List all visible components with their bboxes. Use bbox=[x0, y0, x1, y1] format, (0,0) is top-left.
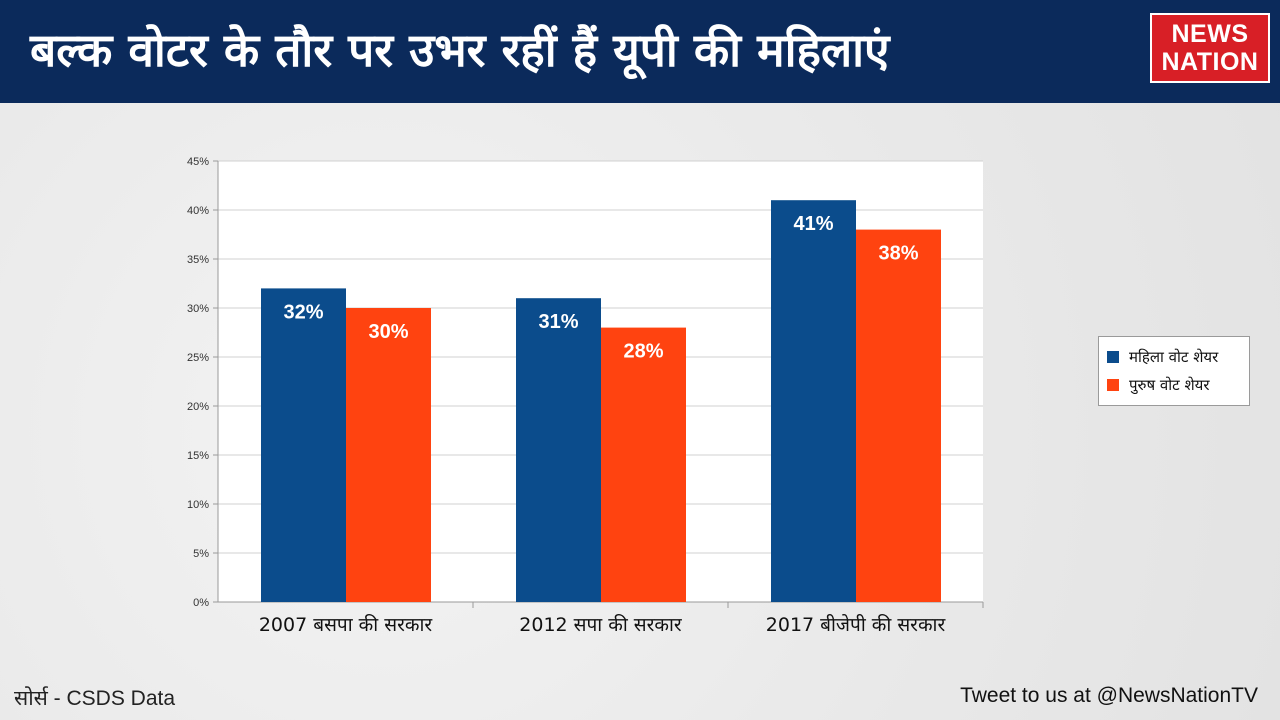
y-tick-label: 5% bbox=[193, 548, 209, 560]
y-tick-label: 45% bbox=[187, 156, 209, 168]
category-label: 2017 बीजेपी की सरकार bbox=[766, 613, 947, 636]
y-tick-label: 40% bbox=[187, 205, 209, 217]
legend-item-women: महिला वोट शेयर bbox=[1107, 343, 1241, 371]
y-tick-label: 25% bbox=[187, 352, 209, 364]
headline: बल्क वोटर के तौर पर उभर रहीं हैं यूपी की… bbox=[30, 23, 890, 77]
logo-line-nation: NATION bbox=[1161, 48, 1259, 76]
bar-men-2 bbox=[856, 229, 941, 602]
news-nation-logo: NEWS NATION bbox=[1150, 13, 1270, 83]
y-tick-label: 30% bbox=[187, 303, 209, 315]
bar-value-label: 41% bbox=[793, 213, 833, 235]
legend-swatch-men bbox=[1107, 379, 1119, 391]
legend-item-men: पुरुष वोट शेयर bbox=[1107, 371, 1241, 399]
category-label: 2007 बसपा की सरकार bbox=[259, 613, 434, 636]
header-band: बल्क वोटर के तौर पर उभर रहीं हैं यूपी की… bbox=[0, 0, 1280, 103]
tweet-handle: Tweet to us at @NewsNationTV bbox=[960, 684, 1258, 707]
category-label: 2012 सपा की सरकार bbox=[519, 613, 683, 636]
bar-value-label: 30% bbox=[368, 321, 408, 343]
y-tick-label: 10% bbox=[187, 499, 209, 511]
bar-women-1 bbox=[516, 298, 601, 602]
legend: महिला वोट शेयर पुरुष वोट शेयर bbox=[1098, 336, 1250, 406]
bar-men-0 bbox=[346, 308, 431, 602]
y-tick-label: 35% bbox=[187, 254, 209, 266]
legend-label-women: महिला वोट शेयर bbox=[1129, 348, 1219, 366]
bar-value-label: 31% bbox=[538, 311, 578, 333]
y-tick-label: 0% bbox=[193, 597, 209, 609]
chart-area: 0% 5% 10% 15% 20% 25% 30% 35% 40% 45% 32% 30% 2007 ब… bbox=[170, 150, 1000, 640]
y-tick-label: 20% bbox=[187, 401, 209, 413]
bar-value-label: 32% bbox=[283, 301, 323, 323]
source-note: सोर्स - CSDS Data bbox=[14, 687, 176, 710]
legend-swatch-women bbox=[1107, 351, 1119, 363]
bar-value-label: 28% bbox=[623, 341, 663, 363]
bar-men-1 bbox=[601, 327, 686, 602]
legend-label-men: पुरुष वोट शेयर bbox=[1129, 376, 1210, 394]
bar-value-label: 38% bbox=[878, 243, 918, 265]
bar-chart: 0% 5% 10% 15% 20% 25% 30% 35% 40% 45% 32% 30% 2007 ब… bbox=[187, 156, 984, 636]
bar-women-0 bbox=[261, 288, 346, 602]
logo-line-news: NEWS bbox=[1171, 20, 1249, 48]
bar-women-2 bbox=[771, 200, 856, 602]
y-tick-label: 15% bbox=[187, 450, 209, 462]
